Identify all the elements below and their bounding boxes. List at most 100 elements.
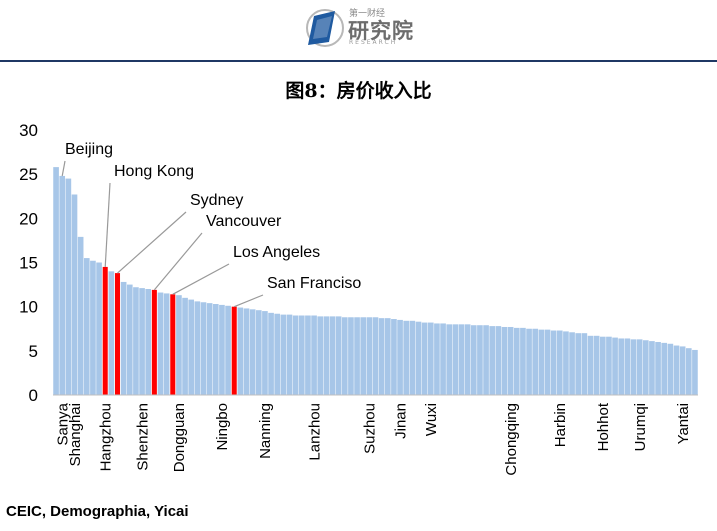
x-tick-label: Chongqing bbox=[503, 403, 520, 476]
highlight-bar bbox=[151, 289, 157, 395]
annotation-leader-line bbox=[104, 182, 111, 267]
bar bbox=[550, 330, 557, 395]
bar bbox=[593, 335, 600, 395]
bar bbox=[452, 324, 459, 395]
bar bbox=[415, 321, 422, 395]
y-tick-label: 25 bbox=[19, 165, 38, 184]
bar bbox=[188, 299, 195, 395]
bar bbox=[624, 338, 631, 395]
source-note: CEIC, Demographia, Yicai bbox=[6, 503, 189, 520]
bar bbox=[501, 326, 508, 395]
bar bbox=[538, 329, 545, 395]
bar bbox=[384, 318, 391, 395]
bar bbox=[391, 319, 397, 395]
bar bbox=[556, 330, 563, 395]
report-header: 第一财经 研究院 RESEARCH bbox=[0, 0, 717, 62]
bar bbox=[495, 326, 502, 395]
bar bbox=[237, 307, 244, 395]
bar bbox=[305, 315, 311, 395]
bar bbox=[661, 342, 668, 395]
bar bbox=[182, 297, 188, 395]
bar bbox=[219, 304, 225, 395]
bar bbox=[163, 293, 170, 395]
bar bbox=[108, 271, 115, 395]
bar bbox=[427, 322, 434, 395]
bar bbox=[599, 336, 606, 395]
bar bbox=[274, 313, 281, 395]
x-tick-label: Sanya bbox=[54, 402, 71, 445]
x-tick-label: Shenzhen bbox=[134, 403, 151, 471]
bar bbox=[642, 340, 649, 395]
bar bbox=[90, 260, 96, 395]
bar bbox=[65, 178, 72, 395]
bar bbox=[667, 343, 674, 395]
bar bbox=[348, 317, 354, 395]
bar bbox=[440, 323, 446, 395]
y-tick-label: 10 bbox=[19, 298, 38, 317]
bar bbox=[409, 320, 416, 395]
bar bbox=[212, 304, 219, 395]
bar bbox=[71, 194, 78, 395]
bar bbox=[194, 301, 201, 395]
bar bbox=[569, 332, 575, 395]
x-tick-label: Jinan bbox=[392, 403, 409, 439]
bar bbox=[157, 292, 164, 395]
bar bbox=[526, 328, 532, 395]
y-tick-label: 15 bbox=[19, 254, 38, 273]
y-tick-label: 20 bbox=[19, 209, 38, 228]
bar bbox=[53, 167, 59, 395]
bar bbox=[323, 316, 330, 395]
highlight-bar bbox=[231, 306, 237, 395]
highlight-bar bbox=[114, 273, 121, 395]
bar bbox=[464, 324, 471, 395]
annotation-label: Sydney bbox=[190, 192, 243, 209]
bar bbox=[563, 331, 569, 395]
bar bbox=[458, 324, 465, 395]
bar bbox=[446, 324, 453, 395]
bar bbox=[581, 333, 588, 395]
bar bbox=[176, 295, 182, 395]
bar bbox=[403, 320, 410, 395]
y-tick-label: 5 bbox=[29, 342, 38, 361]
x-tick-label: Shanghai bbox=[67, 403, 84, 466]
annotation-leader-line bbox=[153, 232, 203, 291]
annotation-leader-line bbox=[233, 294, 264, 308]
bar bbox=[249, 309, 256, 395]
logo-subtext: RESEARCH bbox=[349, 39, 398, 46]
bar bbox=[397, 319, 403, 395]
bar bbox=[477, 325, 483, 395]
bar bbox=[575, 333, 582, 395]
bar bbox=[139, 288, 145, 395]
bar bbox=[59, 175, 66, 395]
bar bbox=[489, 326, 496, 395]
chart-title: 图8：房价收入比 bbox=[285, 80, 432, 102]
x-tick-label: Urumqi bbox=[632, 403, 649, 451]
bar bbox=[507, 326, 514, 395]
x-tick-label: Hohhot bbox=[595, 402, 612, 451]
bar bbox=[145, 289, 152, 395]
bar bbox=[329, 316, 336, 395]
bar bbox=[673, 345, 680, 395]
bar bbox=[372, 317, 379, 395]
annotation-leader-line bbox=[172, 263, 230, 295]
bar bbox=[317, 316, 324, 395]
annotation-label: San Franciso bbox=[267, 275, 361, 292]
bar bbox=[587, 335, 594, 395]
bar bbox=[292, 315, 299, 395]
bar bbox=[532, 328, 539, 395]
bar bbox=[262, 311, 268, 395]
bar bbox=[630, 339, 637, 395]
x-tick-label: Harbin bbox=[552, 403, 569, 447]
bar bbox=[692, 349, 698, 395]
bar bbox=[341, 317, 348, 395]
bar bbox=[268, 312, 274, 395]
bar bbox=[483, 325, 489, 395]
bar bbox=[311, 315, 317, 395]
bar bbox=[200, 302, 207, 395]
bar bbox=[298, 315, 305, 395]
bar bbox=[120, 281, 127, 395]
x-tick-label: Dongguan bbox=[171, 403, 188, 472]
x-tick-label: Wuxi bbox=[423, 403, 440, 436]
bar bbox=[133, 287, 139, 395]
